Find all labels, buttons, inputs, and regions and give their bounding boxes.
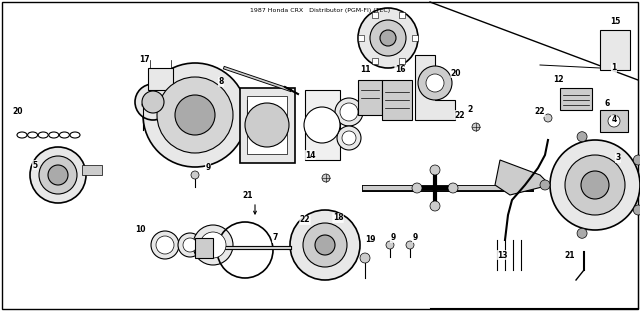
- Circle shape: [156, 236, 174, 254]
- Text: 18: 18: [333, 213, 343, 222]
- Bar: [399, 58, 404, 64]
- Text: 11: 11: [360, 66, 371, 75]
- Circle shape: [430, 201, 440, 211]
- Circle shape: [39, 156, 77, 194]
- Bar: [240, 88, 295, 163]
- Circle shape: [193, 225, 233, 265]
- Bar: [195, 238, 213, 258]
- Circle shape: [386, 241, 394, 249]
- Text: 9: 9: [390, 234, 396, 243]
- Circle shape: [358, 8, 418, 68]
- Text: 1: 1: [611, 63, 616, 72]
- Bar: [371, 12, 378, 18]
- Circle shape: [412, 183, 422, 193]
- Text: 22: 22: [455, 110, 465, 119]
- Circle shape: [304, 107, 340, 143]
- Circle shape: [322, 174, 330, 182]
- Polygon shape: [305, 90, 340, 160]
- Text: 16: 16: [395, 66, 405, 75]
- Bar: [399, 12, 404, 18]
- Text: 12: 12: [553, 76, 563, 85]
- Circle shape: [340, 103, 358, 121]
- Text: 5: 5: [33, 160, 38, 169]
- Circle shape: [577, 132, 587, 142]
- Circle shape: [290, 210, 360, 280]
- Bar: [148, 68, 173, 90]
- Bar: [600, 110, 628, 132]
- Circle shape: [303, 223, 347, 267]
- Circle shape: [30, 147, 86, 203]
- Text: 13: 13: [497, 250, 508, 259]
- Circle shape: [335, 98, 363, 126]
- Circle shape: [565, 155, 625, 215]
- Text: 3: 3: [616, 154, 621, 163]
- Circle shape: [544, 114, 552, 122]
- Circle shape: [143, 63, 247, 167]
- Polygon shape: [415, 55, 455, 120]
- Bar: [560, 88, 592, 110]
- Circle shape: [315, 235, 335, 255]
- Circle shape: [337, 126, 361, 150]
- Circle shape: [380, 30, 396, 46]
- Polygon shape: [495, 160, 550, 195]
- Circle shape: [426, 74, 444, 92]
- Text: 17: 17: [139, 55, 149, 64]
- Text: 7: 7: [272, 234, 278, 243]
- Text: 22: 22: [535, 108, 545, 117]
- Text: 15: 15: [610, 17, 620, 26]
- Circle shape: [540, 180, 550, 190]
- Text: 14: 14: [305, 151, 316, 160]
- Polygon shape: [600, 30, 630, 70]
- Circle shape: [360, 253, 370, 263]
- Circle shape: [245, 103, 289, 147]
- Text: 21: 21: [564, 250, 575, 259]
- Text: 20: 20: [13, 108, 23, 117]
- Circle shape: [48, 165, 68, 185]
- Text: 20: 20: [451, 68, 461, 77]
- Text: 9: 9: [205, 164, 211, 173]
- Circle shape: [183, 238, 197, 252]
- Circle shape: [135, 84, 171, 120]
- Circle shape: [430, 165, 440, 175]
- Circle shape: [151, 231, 179, 259]
- Circle shape: [175, 95, 215, 135]
- Text: 10: 10: [135, 225, 145, 234]
- Text: 4: 4: [611, 115, 616, 124]
- Circle shape: [577, 228, 587, 238]
- Circle shape: [550, 140, 640, 230]
- Text: 1987 Honda CRX   Distributor (PGM-FI) (TEC): 1987 Honda CRX Distributor (PGM-FI) (TEC…: [250, 8, 390, 13]
- Circle shape: [472, 123, 480, 131]
- Circle shape: [418, 66, 452, 100]
- Bar: [382, 80, 412, 120]
- Circle shape: [178, 233, 202, 257]
- Circle shape: [448, 183, 458, 193]
- FancyArrowPatch shape: [253, 205, 257, 214]
- Bar: [247, 96, 287, 154]
- Circle shape: [370, 20, 406, 56]
- Circle shape: [342, 131, 356, 145]
- Bar: [371, 58, 378, 64]
- Bar: [82, 165, 102, 175]
- Text: 8: 8: [218, 77, 224, 86]
- Text: 9: 9: [412, 234, 418, 243]
- Circle shape: [406, 241, 414, 249]
- Circle shape: [634, 155, 640, 165]
- Text: 6: 6: [604, 99, 610, 108]
- Circle shape: [142, 91, 164, 113]
- Circle shape: [157, 77, 233, 153]
- Text: 2: 2: [467, 105, 472, 114]
- Circle shape: [581, 171, 609, 199]
- Circle shape: [634, 205, 640, 215]
- Circle shape: [608, 115, 620, 127]
- Bar: [358, 35, 364, 41]
- Circle shape: [200, 232, 226, 258]
- Text: 21: 21: [243, 191, 253, 199]
- Bar: [412, 35, 418, 41]
- Text: 19: 19: [365, 235, 375, 244]
- Text: 22: 22: [300, 216, 310, 225]
- Circle shape: [191, 171, 199, 179]
- Bar: [358, 80, 382, 115]
